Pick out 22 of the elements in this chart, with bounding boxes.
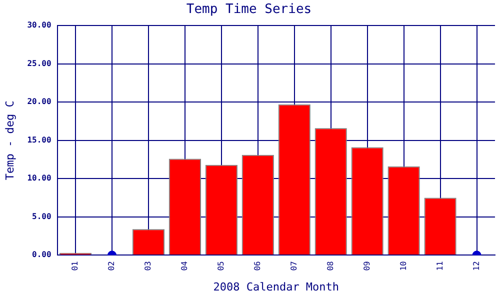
x-tick-label: 08 (326, 260, 335, 271)
x-tick-label: 04 (180, 260, 190, 271)
y-tick-label: 10.00 (27, 174, 52, 183)
x-axis-title: 2008 Calendar Month (213, 280, 340, 294)
x-tick-label: 10 (398, 260, 408, 271)
y-tick-label: 15.00 (27, 135, 52, 144)
chart-title: Temp Time Series (186, 2, 312, 18)
x-tick-label: 12 (472, 260, 481, 271)
y-axis-title: Temp - deg C (3, 100, 16, 180)
x-tick-label: 02 (107, 260, 116, 271)
x-tick-label: 07 (289, 260, 298, 271)
y-tick-label: 30.00 (27, 20, 52, 30)
x-tick-label: 06 (252, 260, 262, 271)
x-tick-label: 11 (435, 260, 444, 271)
x-tick-label: 01 (70, 260, 80, 271)
y-tick-label: 25.00 (27, 58, 52, 68)
y-tick-label: 0.00 (32, 250, 52, 260)
x-tick-label: 03 (144, 260, 153, 271)
y-tick-label: 20.00 (27, 97, 52, 106)
y-tick-label: 5.00 (32, 212, 52, 221)
x-tick-label: 09 (362, 260, 372, 271)
x-tick-label: 05 (216, 260, 226, 271)
